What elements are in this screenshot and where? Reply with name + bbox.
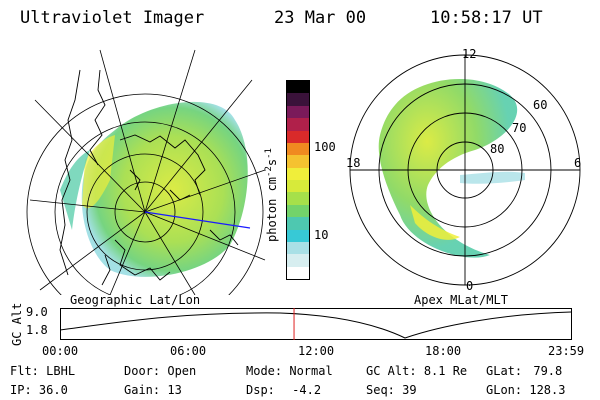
colorbar-segment: [287, 142, 309, 156]
colorbar-segment: [287, 130, 309, 143]
colorbar-segment: [287, 254, 309, 267]
info-dsp: Dsp: -4.2: [246, 383, 322, 397]
colorbar-segment: [287, 155, 309, 168]
geographic-map: [26, 49, 266, 295]
info-door: Door: Open: [124, 364, 197, 378]
colorbar-segment: [287, 167, 309, 180]
info-glat: GLat: 79.8: [486, 364, 563, 378]
colorbar-segment: [287, 192, 309, 205]
mlt-label-12: 12: [462, 47, 477, 61]
apex-map: [349, 54, 581, 286]
colorbar-tick-10: 10: [314, 228, 329, 242]
colorbar-segment: [287, 93, 309, 106]
colorbar-segment: [287, 217, 309, 230]
info-gain: Gain: 13: [124, 383, 182, 397]
apex-panel-label: Apex MLat/MLT: [414, 293, 508, 307]
timeline-ytick-9: 9.0: [26, 305, 48, 319]
colorbar-unit-label: photon cm-2s-1: [264, 148, 279, 242]
colorbar-segment: [287, 180, 309, 193]
date-label: 23 Mar 00: [274, 8, 367, 28]
colorbar-segment: [287, 81, 309, 94]
mlt-label-18: 18: [346, 156, 361, 170]
time-label: 10:58:17 UT: [430, 8, 543, 28]
info-glon: GLon: 128.3: [486, 383, 566, 397]
info-flt: Flt: LBHL: [10, 364, 76, 378]
lat-label-60: 60: [533, 98, 548, 112]
colorbar-segment: [287, 229, 309, 242]
lat-label-80: 80: [490, 142, 505, 156]
info-mode: Mode: Normal: [246, 364, 333, 378]
timeline-axis-label: GC Alt: [10, 302, 24, 346]
timeline-ytick-1-8: 1.8: [26, 323, 48, 337]
timeline-xtick-0600: 06:00: [170, 344, 207, 358]
colorbar-segment: [287, 241, 309, 255]
colorbar-segment: [287, 118, 309, 131]
colorbar-segment: [287, 266, 309, 279]
timeline-xtick-2359: 23:59: [548, 344, 585, 358]
info-ip: IP: 36.0: [10, 383, 68, 397]
colorbar: [286, 80, 310, 280]
instrument-title: Ultraviolet Imager: [20, 8, 205, 28]
mlt-label-0: 0: [466, 279, 474, 293]
timeline-xtick-0000: 00:00: [42, 344, 79, 358]
lat-label-70: 70: [512, 121, 527, 135]
info-gcalt: GC Alt: 8.1 Re: [366, 364, 468, 378]
colorbar-segment: [287, 105, 309, 119]
geo-panel-label: Geographic Lat/Lon: [70, 293, 201, 307]
info-seq: Seq: 39: [366, 383, 417, 397]
colorbar-tick-100: 100: [314, 140, 336, 154]
timeline-xtick-1200: 12:00: [298, 344, 335, 358]
orbit-timeline: [60, 308, 572, 340]
timeline-xtick-1800: 18:00: [425, 344, 462, 358]
mlt-label-6: 6: [574, 156, 582, 170]
colorbar-segment: [287, 204, 309, 218]
